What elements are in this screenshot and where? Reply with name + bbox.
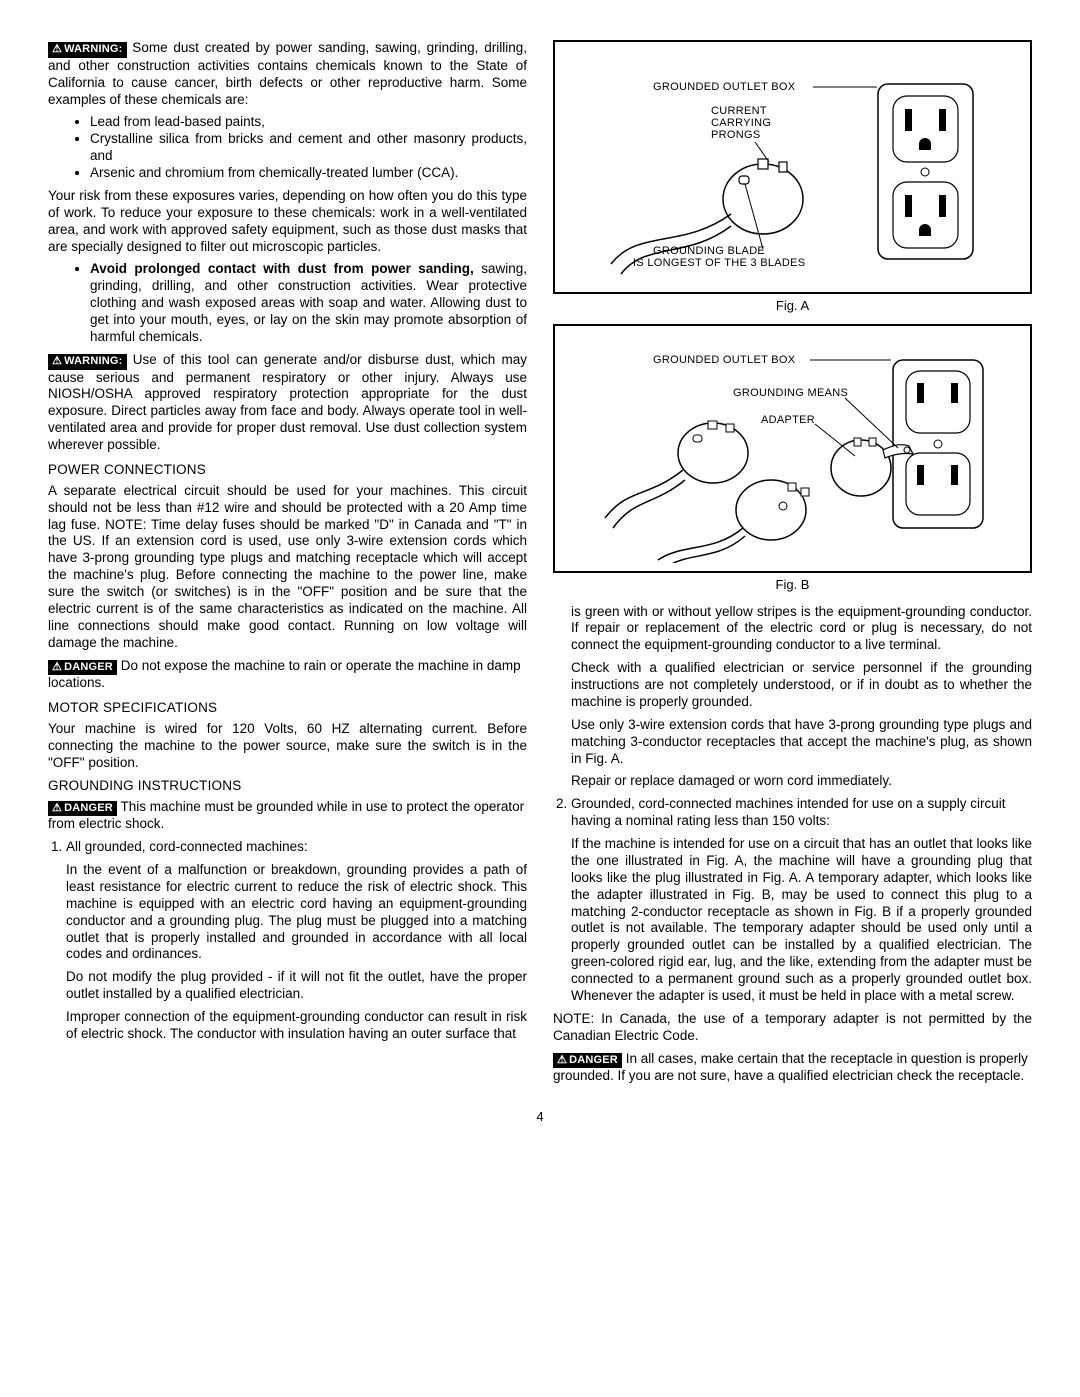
grounding-ordered-list-2: Grounded, cord-connected machines intend…	[553, 796, 1032, 1005]
warning-label-1: WARNING:	[48, 42, 127, 58]
chemicals-list: Lead from lead-based paints, Crystalline…	[48, 114, 527, 182]
figure-b-box: GROUNDED OUTLET BOX GROUNDING MEANS ADAP…	[553, 324, 1032, 573]
danger-2-para: DANGER This machine must be grounded whi…	[48, 799, 527, 834]
motor-spec-heading: MOTOR SPECIFICATIONS	[48, 700, 527, 717]
figure-a-svg: GROUNDED OUTLET BOX CURRENT CARRYING PRO…	[583, 54, 1003, 284]
bullet-arsenic: Arsenic and chromium from chemically-tre…	[90, 165, 527, 182]
power-connections-heading: POWER CONNECTIONS	[48, 462, 527, 479]
figA-outlet-label: GROUNDED OUTLET BOX	[653, 81, 796, 93]
danger-3-para: DANGER In all cases, make certain that t…	[553, 1051, 1032, 1086]
note-canada: NOTE: In Canada, the use of a temporary …	[553, 1011, 1032, 1045]
grounding-item-1: All grounded, cord-connected machines: I…	[66, 839, 527, 1043]
warning-1-para: WARNING: Some dust created by power sand…	[48, 40, 527, 108]
power-connections-text: A separate electrical circuit should be …	[48, 483, 527, 652]
li1-p2: Do not modify the plug provided - if it …	[66, 969, 527, 1003]
grounding-item-2: Grounded, cord-connected machines intend…	[571, 796, 1032, 1005]
figA-prongs-1: CURRENT	[711, 105, 767, 117]
danger-label-1: DANGER	[48, 660, 117, 676]
cont-text: is green with or without yellow stripes …	[571, 604, 1032, 655]
li1-p1: In the event of a malfunction or breakdo…	[66, 862, 527, 963]
left-column: WARNING: Some dust created by power sand…	[48, 40, 527, 1091]
bullet-silica: Crystalline silica from bricks and cemen…	[90, 131, 527, 165]
figure-b-caption: Fig. B	[553, 577, 1032, 593]
grounding-ordered-list: All grounded, cord-connected machines: I…	[48, 839, 527, 1043]
avoid-bullet: Avoid prolonged contact with dust from p…	[90, 261, 527, 345]
figure-a-box: GROUNDED OUTLET BOX CURRENT CARRYING PRO…	[553, 40, 1032, 294]
li1-intro: All grounded, cord-connected machines:	[66, 839, 308, 854]
figB-means-label: GROUNDING MEANS	[733, 387, 848, 399]
risk-para: Your risk from these exposures varies, d…	[48, 188, 527, 256]
avoid-list: Avoid prolonged contact with dust from p…	[48, 261, 527, 345]
figure-a-caption: Fig. A	[553, 298, 1032, 314]
page-number: 4	[48, 1109, 1032, 1125]
danger-1-para: DANGER Do not expose the machine to rain…	[48, 658, 527, 693]
warning-2-para: WARNING: Use of this tool can generate a…	[48, 352, 527, 454]
danger-3-text: In all cases, make certain that the rece…	[553, 1051, 1028, 1084]
avoid-bold: Avoid prolonged contact with dust from p…	[90, 261, 474, 276]
figA-blade-2: IS LONGEST OF THE 3 BLADES	[633, 257, 805, 269]
use3wire-text: Use only 3-wire extension cords that hav…	[571, 717, 1032, 768]
li1-p3: Improper connection of the equipment-gro…	[66, 1009, 527, 1043]
li2-intro: Grounded, cord-connected machines intend…	[571, 796, 1006, 828]
li2-p1: If the machine is intended for use on a …	[571, 836, 1032, 1005]
danger-2-text: This machine must be grounded while in u…	[48, 799, 524, 832]
figA-blade-1: GROUNDING BLADE	[653, 245, 765, 257]
bullet-lead: Lead from lead-based paints,	[90, 114, 527, 131]
figA-prongs-2: CARRYING	[711, 117, 771, 129]
figA-prongs-3: PRONGS	[711, 129, 760, 141]
grounding-heading: GROUNDING INSTRUCTIONS	[48, 778, 527, 795]
danger-1-text: Do not expose the machine to rain or ope…	[48, 658, 521, 691]
figB-adapter-label: ADAPTER	[761, 414, 815, 426]
repair-text: Repair or replace damaged or worn cord i…	[571, 773, 1032, 790]
danger-label-2: DANGER	[48, 801, 117, 817]
warning-label-2: WARNING:	[48, 354, 127, 370]
danger-label-3: DANGER	[553, 1053, 622, 1069]
figB-outlet-label: GROUNDED OUTLET BOX	[653, 354, 796, 366]
figure-b-svg: GROUNDED OUTLET BOX GROUNDING MEANS ADAP…	[583, 338, 1003, 563]
check-text: Check with a qualified electrician or se…	[571, 660, 1032, 711]
motor-spec-text: Your machine is wired for 120 Volts, 60 …	[48, 721, 527, 772]
right-column: GROUNDED OUTLET BOX CURRENT CARRYING PRO…	[553, 40, 1032, 1091]
